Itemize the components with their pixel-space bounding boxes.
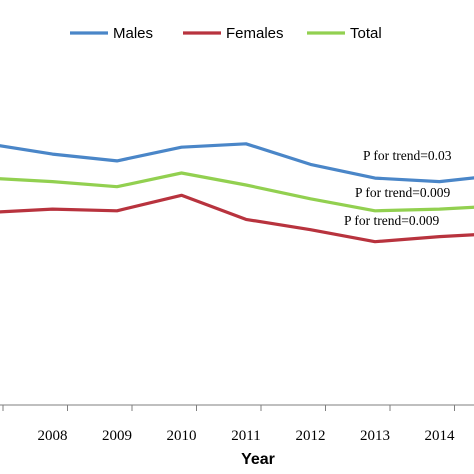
legend: Males Females Total bbox=[70, 25, 382, 42]
legend-label: Males bbox=[113, 25, 153, 42]
trend-annotation-females: P for trend=0.009 bbox=[344, 213, 439, 228]
series-layer bbox=[0, 142, 474, 244]
x-tick-label: 2012 bbox=[296, 428, 326, 444]
x-tick-label: 2011 bbox=[231, 428, 260, 444]
trend-annotation-total: P for trend=0.009 bbox=[355, 185, 450, 200]
series-line-males bbox=[0, 142, 474, 184]
x-tick-label: 2010 bbox=[167, 428, 197, 444]
series-line-females bbox=[0, 193, 474, 244]
legend-item-females: Females bbox=[183, 25, 284, 42]
trend-annotation-males: P for trend=0.03 bbox=[363, 148, 452, 163]
series-line-total bbox=[0, 171, 474, 213]
legend-label: Total bbox=[350, 25, 382, 42]
legend-item-total: Total bbox=[307, 25, 382, 42]
x-axis: 0072008200920102011201220132014 bbox=[0, 404, 474, 444]
annotation-layer: P for trend=0.03 P for trend=0.009 P for t… bbox=[344, 148, 452, 228]
x-tick-label: 2014 bbox=[425, 428, 456, 444]
x-tick-label: 2013 bbox=[360, 428, 390, 444]
x-axis-title: Year bbox=[241, 451, 275, 468]
x-tick-label: 2008 bbox=[38, 428, 68, 444]
x-tick-label: 2009 bbox=[102, 428, 132, 444]
legend-label: Females bbox=[226, 25, 284, 42]
legend-item-males: Males bbox=[70, 25, 153, 42]
